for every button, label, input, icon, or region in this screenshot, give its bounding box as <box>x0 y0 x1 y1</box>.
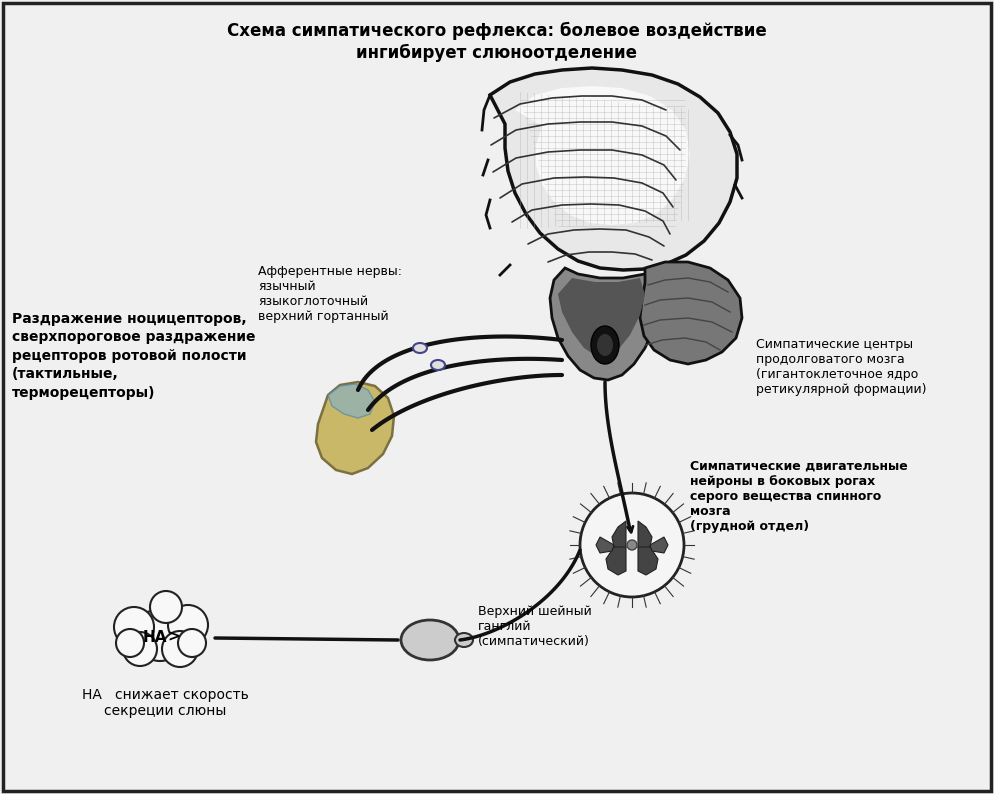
Text: Верхний шейный
ганглий
(симпатический): Верхний шейный ганглий (симпатический) <box>478 605 591 648</box>
Polygon shape <box>328 384 375 418</box>
Ellipse shape <box>413 343 427 353</box>
Polygon shape <box>612 521 626 551</box>
Circle shape <box>116 629 144 657</box>
Text: НА: НА <box>143 630 167 645</box>
Circle shape <box>178 629 206 657</box>
Text: Схема симпатического рефлекса: болевое воздействие: Схема симпатического рефлекса: болевое в… <box>227 22 767 40</box>
Polygon shape <box>515 86 690 225</box>
Polygon shape <box>606 547 626 575</box>
Polygon shape <box>640 262 742 364</box>
Circle shape <box>162 631 198 667</box>
Circle shape <box>114 607 154 647</box>
Ellipse shape <box>431 360 445 370</box>
Circle shape <box>123 632 157 666</box>
Ellipse shape <box>597 334 613 356</box>
Ellipse shape <box>401 620 459 660</box>
Ellipse shape <box>455 633 473 647</box>
Circle shape <box>150 591 182 623</box>
Polygon shape <box>638 547 658 575</box>
Circle shape <box>134 609 186 661</box>
Polygon shape <box>550 268 662 380</box>
Polygon shape <box>316 382 394 474</box>
Polygon shape <box>596 537 614 553</box>
Circle shape <box>168 605 208 645</box>
Ellipse shape <box>591 326 619 364</box>
Text: ингибирует слюноотделение: ингибирует слюноотделение <box>357 44 637 62</box>
Text: Афферентные нервы:
язычный
языкоглоточный
верхний гортанный: Афферентные нервы: язычный языкоглоточны… <box>258 265 402 323</box>
Polygon shape <box>490 68 737 270</box>
Text: НА   снижает скорость
секреции слюны: НА снижает скорость секреции слюны <box>82 688 248 719</box>
Circle shape <box>580 493 684 597</box>
Polygon shape <box>638 521 652 551</box>
Text: Симпатические двигательные
нейроны в боковых рогах
серого вещества спинного
мозг: Симпатические двигательные нейроны в бок… <box>690 460 908 533</box>
Text: Раздражение ноцицепторов,
сверхпороговое раздражение
рецепторов ротовой полости
: Раздражение ноцицепторов, сверхпороговое… <box>12 312 255 399</box>
Circle shape <box>627 540 637 550</box>
Polygon shape <box>650 537 668 553</box>
Text: >: > <box>168 630 180 645</box>
Text: Симпатические центры
продолговатого мозга
(гигантоклеточное ядро
ретикулярной фо: Симпатические центры продолговатого мозг… <box>756 338 926 396</box>
Polygon shape <box>558 278 645 358</box>
